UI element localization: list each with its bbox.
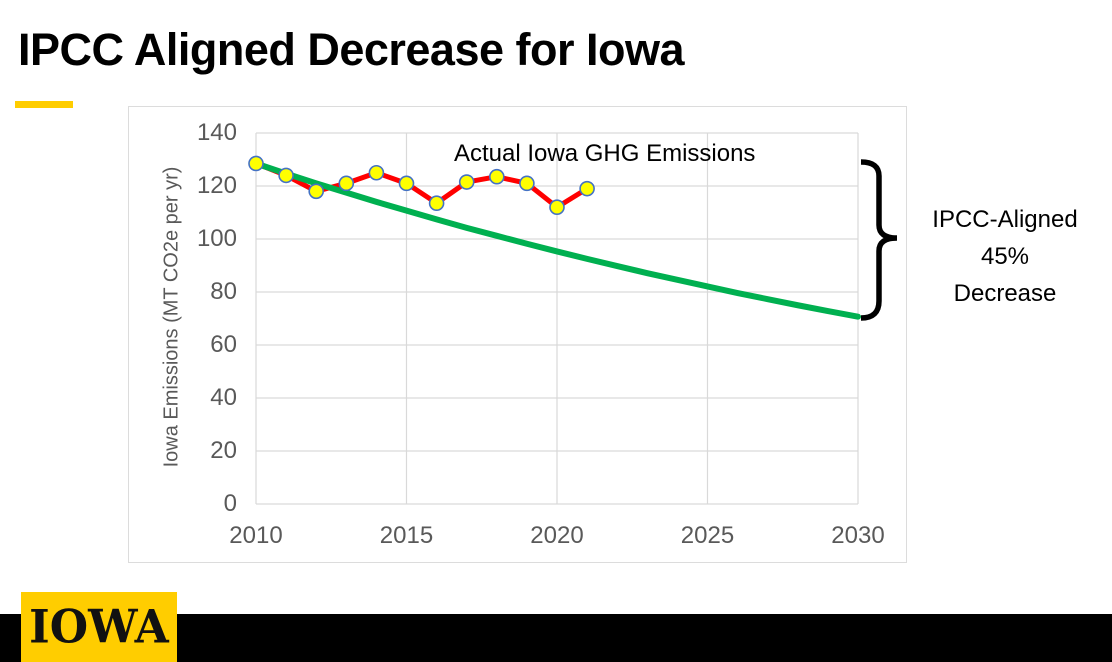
x-tick-label: 2020 (530, 522, 584, 549)
data-point-marker (398, 175, 415, 192)
y-tick-label: 140 (196, 119, 237, 146)
data-point-marker (368, 164, 385, 181)
bracket-label-line-3: Decrease (953, 280, 1057, 307)
data-point-marker (338, 175, 355, 192)
y-tick-label: 20 (210, 437, 237, 464)
y-axis-title: Iowa Emissions (MT CO2e per yr) (160, 166, 183, 468)
data-point-marker (579, 180, 595, 197)
data-point-marker (428, 195, 445, 212)
x-tick-label: 2030 (831, 522, 885, 549)
data-point-marker (519, 175, 535, 192)
chart-panel: Iowa Emissions (MT CO2e per yr) Actual I… (128, 106, 907, 563)
data-point-marker (458, 174, 475, 190)
data-point-marker (549, 199, 565, 215)
footer-bar (0, 614, 1112, 662)
y-tick-label: 80 (210, 278, 237, 305)
x-tick-label: 2015 (379, 522, 434, 549)
bracket-label-line-1: IPCC-Aligned (932, 206, 1078, 233)
data-point-marker (248, 155, 264, 172)
y-tick-label: 40 (210, 384, 237, 411)
iowa-logo: IOWA (21, 592, 177, 662)
iowa-logo-text: IOWA (29, 600, 169, 654)
ipcc-aligned-decrease-label: IPCC-Aligned 45% Decrease (898, 201, 1112, 312)
y-tick-label: 120 (196, 172, 237, 199)
title-accent-bar (15, 101, 73, 108)
page-title: IPCC Aligned Decrease for Iowa (18, 24, 685, 75)
x-tick-label: 2010 (229, 522, 283, 549)
actual-emissions-label: Actual Iowa GHG Emissions (454, 140, 756, 167)
y-tick-label: 0 (223, 490, 237, 517)
data-point-marker (278, 167, 294, 184)
x-tick-label: 2025 (680, 522, 735, 549)
curly-brace (860, 159, 898, 321)
y-tick-label: 100 (196, 225, 237, 252)
bracket-label-line-2: 45% (980, 243, 1030, 270)
curly-brace-path (860, 159, 898, 321)
data-point-marker (308, 183, 324, 200)
emissions-chart (248, 132, 861, 505)
series-line-0 (253, 160, 590, 210)
data-point-marker (488, 168, 505, 185)
series-line-1 (253, 160, 861, 320)
y-tick-label: 60 (210, 331, 237, 358)
